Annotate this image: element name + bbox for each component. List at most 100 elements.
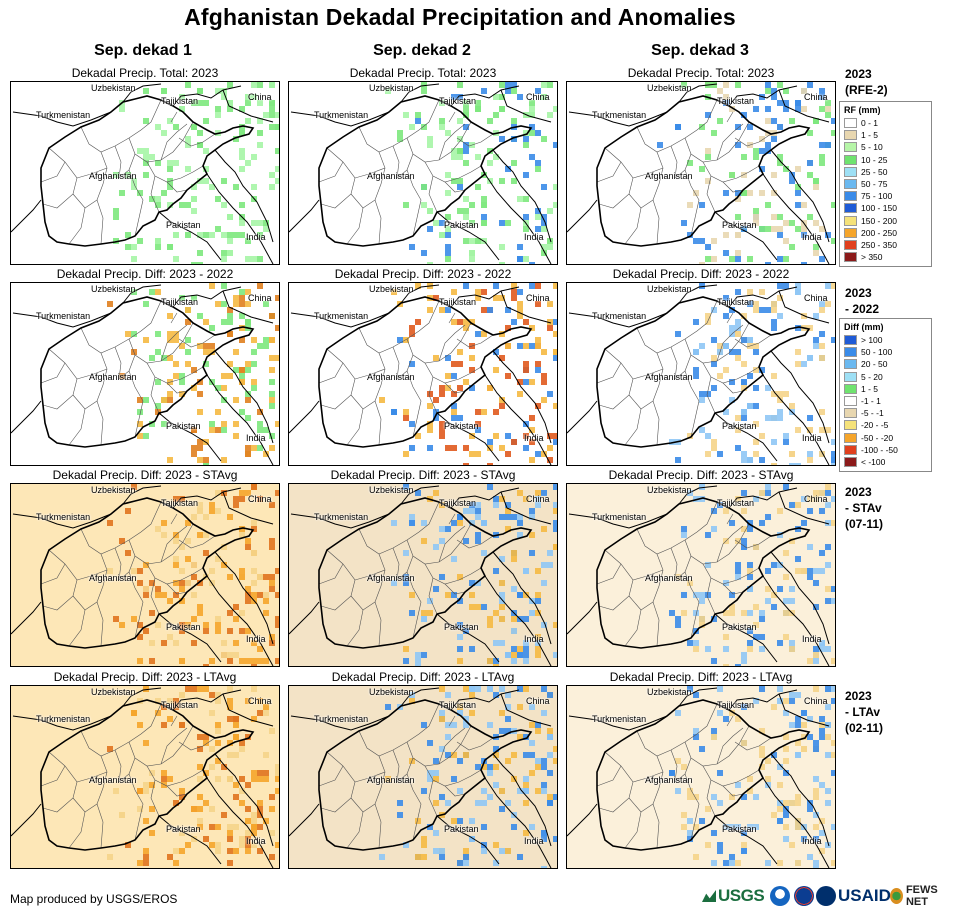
province-border xyxy=(76,368,108,380)
map-label-tajikistan: Tajikistan xyxy=(439,297,477,307)
legend-swatch xyxy=(844,432,857,443)
map-label-afghanistan: Afghanistan xyxy=(89,372,137,382)
map-label-pakistan: Pakistan xyxy=(444,421,479,431)
country-border xyxy=(214,551,274,645)
province-border xyxy=(684,555,700,639)
afghanistan-border xyxy=(40,497,255,649)
panel-title: Dekadal Precip. Diff: 2023 - 2022 xyxy=(612,267,790,281)
legend-swatch xyxy=(844,396,857,407)
legend-item: 0 - 1 xyxy=(844,117,928,129)
map-label-china: China xyxy=(526,293,550,303)
country-border xyxy=(400,284,440,304)
map-label-india: India xyxy=(802,836,822,846)
legend-label: 20 - 50 xyxy=(861,359,888,370)
country-border xyxy=(122,284,162,304)
map-label-pakistan: Pakistan xyxy=(166,421,201,431)
country-border xyxy=(762,374,830,465)
province-border xyxy=(166,181,188,193)
logo-strip: USGS USAID FEWS NET xyxy=(702,883,952,909)
province-border xyxy=(128,354,144,438)
map-label-turkmenistan: Turkmenistan xyxy=(36,714,91,724)
province-border xyxy=(624,811,642,849)
country-border xyxy=(289,199,320,233)
map-label-tajikistan: Tajikistan xyxy=(717,700,755,710)
legend-swatch xyxy=(844,444,857,455)
map-label-india: India xyxy=(802,433,822,443)
province-border xyxy=(128,153,144,237)
province-border xyxy=(358,99,440,153)
country-border xyxy=(567,803,598,837)
afghanistan-border xyxy=(318,95,533,247)
province-border xyxy=(598,348,634,410)
legend-item: 100 - 150 xyxy=(844,202,928,214)
province-border xyxy=(636,703,718,757)
map-background xyxy=(567,686,835,868)
map-svg xyxy=(289,283,557,465)
country-border xyxy=(11,199,42,233)
legend-label: < -100 xyxy=(861,456,886,467)
province-border xyxy=(438,324,466,362)
country-border xyxy=(172,487,242,509)
precip-field xyxy=(107,484,279,666)
fews-net-logo-text: FEWS NET xyxy=(905,884,938,908)
country-border xyxy=(206,575,274,666)
map-label-afghanistan: Afghanistan xyxy=(645,775,693,785)
panel-title: Dekadal Precip. Diff: 2023 - LTAvg xyxy=(609,670,793,684)
country-border xyxy=(567,400,598,434)
country-border xyxy=(11,803,42,837)
legend-swatch xyxy=(844,359,857,370)
province-border xyxy=(374,553,386,647)
map-label-afghanistan: Afghanistan xyxy=(89,171,137,181)
province-border xyxy=(424,563,482,585)
map-svg xyxy=(567,484,835,666)
province-border xyxy=(702,765,760,787)
country-border xyxy=(289,400,320,434)
province-border xyxy=(346,811,364,849)
province-border xyxy=(40,161,66,183)
country-border xyxy=(714,613,778,663)
map-label-pakistan: Pakistan xyxy=(166,220,201,230)
province-border xyxy=(392,145,408,179)
province-border xyxy=(596,362,622,384)
province-border xyxy=(170,513,216,549)
legend-label: 25 - 50 xyxy=(861,166,888,177)
country-border xyxy=(484,173,552,264)
province-border xyxy=(438,123,466,161)
map-label-turkmenistan: Turkmenistan xyxy=(36,512,91,522)
panel-title: Dekadal Precip. Diff: 2023 - STAvg xyxy=(608,468,794,482)
province-border xyxy=(146,563,204,585)
map-label-china: China xyxy=(526,696,550,706)
province-border xyxy=(706,577,716,615)
map-label-turkmenistan: Turkmenistan xyxy=(592,714,647,724)
country-border xyxy=(778,89,830,123)
country-border xyxy=(172,286,242,308)
province-border xyxy=(318,362,344,384)
province-border xyxy=(406,757,422,841)
legend-difference-title: Diff (mm) xyxy=(844,322,884,332)
legend-swatch xyxy=(844,154,857,165)
legend-swatch xyxy=(844,203,857,214)
panel-title: Dekadal Precip. Diff: 2023 - STAvg xyxy=(330,468,516,482)
map-label-india: India xyxy=(524,433,544,443)
country-border xyxy=(290,715,390,731)
precip-field xyxy=(669,283,835,465)
country-border xyxy=(172,85,242,107)
country-border xyxy=(678,485,718,505)
legend-item: 1 - 5 xyxy=(844,129,928,141)
country-border xyxy=(206,374,274,465)
panel-title: Dekadal Precip. Diff: 2023 - LTAvg xyxy=(331,670,515,684)
country-border xyxy=(728,286,798,308)
country-border xyxy=(436,211,500,261)
legend-swatch xyxy=(844,420,857,431)
country-border xyxy=(222,89,274,123)
map-panel: Uzbekistan Tajikistan China Turkmenistan Afg… xyxy=(10,483,280,667)
province-border xyxy=(42,147,78,209)
province-border xyxy=(160,324,188,362)
legend-swatch xyxy=(844,347,857,358)
row-label-rfe2: 2023 (RFE-2) xyxy=(845,67,888,97)
legend-swatch xyxy=(844,191,857,202)
country-border xyxy=(122,687,162,707)
column-header-dekad-2: Sep. dekad 2 xyxy=(373,42,471,59)
legend-item: 20 - 50 xyxy=(844,358,928,370)
map-label-turkmenistan: Turkmenistan xyxy=(592,110,647,120)
